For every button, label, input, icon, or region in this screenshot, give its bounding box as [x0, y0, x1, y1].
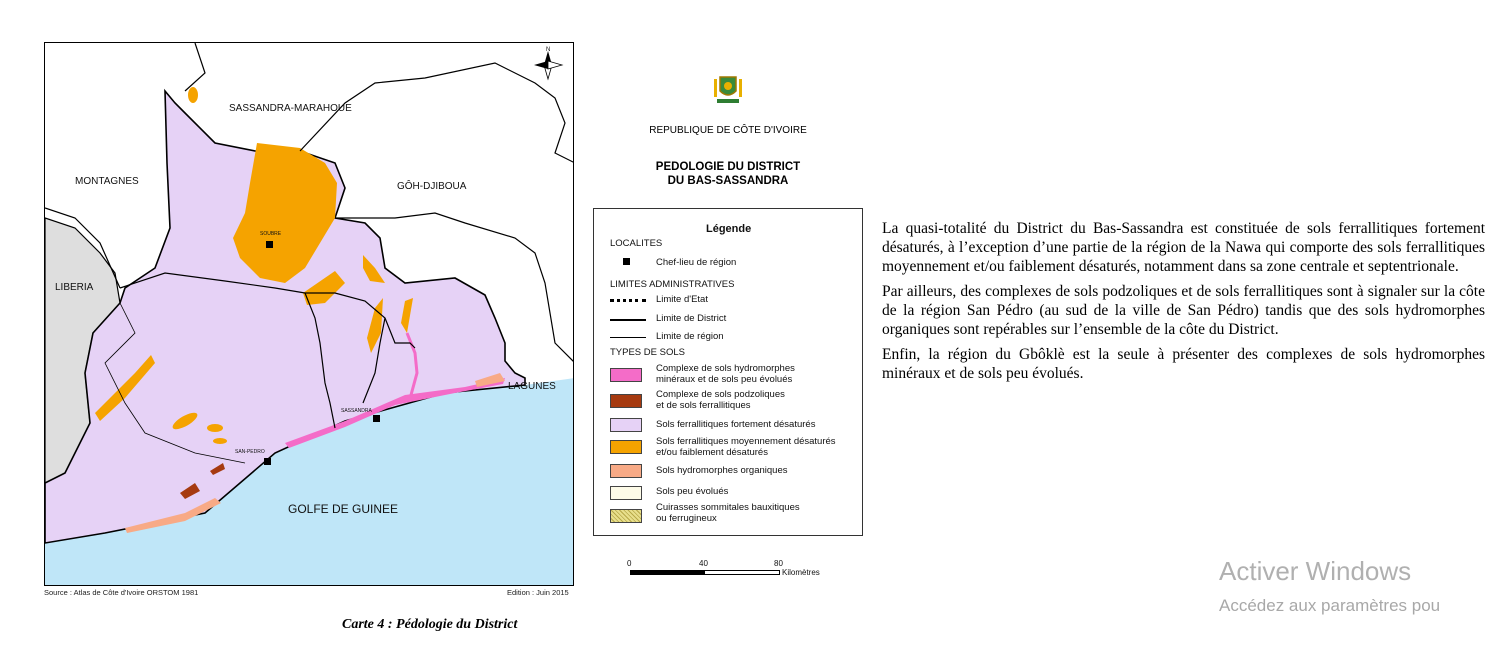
- legend-soil-7b: ou ferrugineux: [656, 513, 717, 524]
- north-label: N: [546, 47, 550, 53]
- neighbor-border-north: [184, 43, 573, 163]
- paragraph-2: Par ailleurs, des complexes de sols podz…: [882, 283, 1485, 338]
- swatch-hydro-mineral: [610, 368, 642, 382]
- hydro-mineral-river: [405, 332, 419, 396]
- label-soubre: SOUBRE: [260, 231, 282, 237]
- ferral-moyen-spot-3: [213, 438, 227, 444]
- label-sassandra-marahoue: SASSANDRA-MARAHOUE: [229, 103, 352, 114]
- map-title-line1: PEDOLOGIE DU DISTRICT: [655, 161, 801, 173]
- neighbor-border-west: [45, 207, 121, 289]
- region-boundary-3: [362, 317, 386, 404]
- podzol-patch-2: [210, 463, 225, 475]
- map-caption: Carte 4 : Pédologie du District: [342, 617, 518, 632]
- ferral-moyen-spot-2: [207, 424, 223, 432]
- ferral-moyen-strip-1: [367, 298, 383, 353]
- activation-watermark-title: Activer Windows: [1219, 556, 1412, 586]
- legend-soil-7a: Cuirasses sommitales bauxitiques: [656, 502, 800, 513]
- label-goh-djiboua: GÔH-DJIBOUA: [397, 179, 467, 192]
- ferral-moyen-zone-east: [363, 255, 385, 283]
- swatch-podzol: [610, 394, 642, 408]
- sea-area: [45, 378, 573, 585]
- label-liberia: LIBERIA: [55, 282, 94, 293]
- region-boundary-1: [119, 272, 416, 349]
- legend-box: Légende LOCALITES Chef-lieu de région LI…: [593, 208, 863, 536]
- legend-types: TYPES DE SOLS: [610, 347, 685, 358]
- swatch-hydro-org: [610, 464, 642, 478]
- label-lagunes: LAGUNES: [508, 381, 556, 392]
- label-sassandra: SASSANDRA: [341, 408, 373, 414]
- city-marker-sassandra: [373, 415, 380, 422]
- hydro-org-patch: [475, 373, 505, 387]
- body-text: La quasi-totalité du District du Bas-Sas…: [882, 219, 1485, 389]
- swatch-ferral-moyen: [610, 440, 642, 454]
- limite-etat-line: [610, 299, 646, 302]
- ferral-moyen-zone-mid: [303, 271, 345, 305]
- map-edition: Edition : Juin 2015: [507, 588, 569, 597]
- map-frame: SASSANDRA-MARAHOUE MONTAGNES GÔH-DJIBOUA…: [44, 42, 574, 586]
- legend-limite-region: Limite de région: [656, 331, 724, 342]
- legend-soil-3: Sols ferrallitiques fortement désaturés: [656, 419, 816, 430]
- hydro-org-strip: [125, 498, 221, 533]
- district-area: [45, 88, 526, 544]
- city-marker-soubre: [266, 241, 273, 248]
- swatch-ferral-fort: [610, 418, 642, 432]
- neighbor-border-east: [335, 212, 573, 362]
- legend-chef-lieu: Chef-lieu de région: [656, 257, 737, 268]
- ferral-moyen-spot-1: [172, 412, 198, 430]
- scale-bar: [630, 570, 780, 575]
- legend-soil-4b: et/ou faiblement désaturés: [656, 447, 768, 458]
- legend-soil-2b: et de sols ferrallitiques: [656, 400, 751, 411]
- activation-watermark-link[interactable]: Accédez aux paramètres pou: [1219, 596, 1441, 615]
- scale-unit: Kilomètres: [782, 568, 820, 577]
- legend-limite-district: Limite de District: [656, 313, 727, 324]
- ferral-moyen-zone-north: [233, 143, 337, 283]
- coat-of-arms-icon: [711, 71, 745, 105]
- limite-district-line: [610, 319, 646, 321]
- north-arrow-icon: N: [534, 47, 564, 81]
- swatch-cuirasses: [610, 509, 642, 523]
- legend-soil-1b: minéraux et de sols peu évolués: [656, 374, 793, 385]
- label-golfe-de-guinee: GOLFE DE GUINEE: [288, 502, 398, 516]
- paragraph-3: Enfin, la région du Gbôklè est la seule …: [882, 346, 1485, 382]
- scale-label-40: 40: [699, 559, 708, 568]
- legend-limite-etat: Limite d'Etat: [656, 294, 708, 305]
- scale-label-80: 80: [774, 559, 783, 568]
- legend-soil-4a: Sols ferrallitiques moyennement désaturé…: [656, 436, 836, 447]
- region-boundary-4: [104, 302, 246, 464]
- map-source: Source : Atlas de Côte d'Ivoire ORSTOM 1…: [44, 588, 199, 597]
- ferral-moyen-strip-3: [95, 355, 155, 421]
- label-san-pedro: SAN-PEDRO: [235, 449, 265, 455]
- legend-localites: LOCALITES: [610, 238, 663, 249]
- limite-region-line: [610, 337, 646, 338]
- city-marker-san-pedro: [264, 458, 271, 465]
- legend-title: Légende: [706, 223, 752, 235]
- swatch-peu-evolues: [610, 486, 642, 500]
- legend-limites: LIMITES ADMINISTRATIVES: [610, 279, 735, 290]
- legend-soil-1a: Complexe de sols hydromorphes: [656, 363, 795, 374]
- paragraph-1: La quasi-totalité du District du Bas-Sas…: [882, 220, 1485, 275]
- legend-soil-6: Sols peu évolués: [656, 486, 729, 497]
- podzol-patch-1: [180, 483, 200, 499]
- scale-label-0: 0: [627, 559, 632, 568]
- legend-soil-5: Sols hydromorphes organiques: [656, 465, 788, 476]
- legend-soil-2a: Complexe de sols podzoliques: [656, 389, 785, 400]
- country-name: REPUBLIQUE DE CÔTE D'IVOIRE: [649, 125, 807, 136]
- pedology-map: SASSANDRA-MARAHOUE MONTAGNES GÔH-DJIBOUA…: [45, 43, 573, 585]
- ferral-moyen-strip-2: [401, 298, 413, 333]
- ferral-moyen-spot-4: [188, 87, 198, 103]
- map-title-line2: DU BAS-SASSANDRA: [667, 175, 789, 187]
- region-boundary-2: [304, 292, 336, 429]
- label-montagnes: MONTAGNES: [75, 176, 139, 187]
- chef-lieu-marker: [623, 258, 630, 265]
